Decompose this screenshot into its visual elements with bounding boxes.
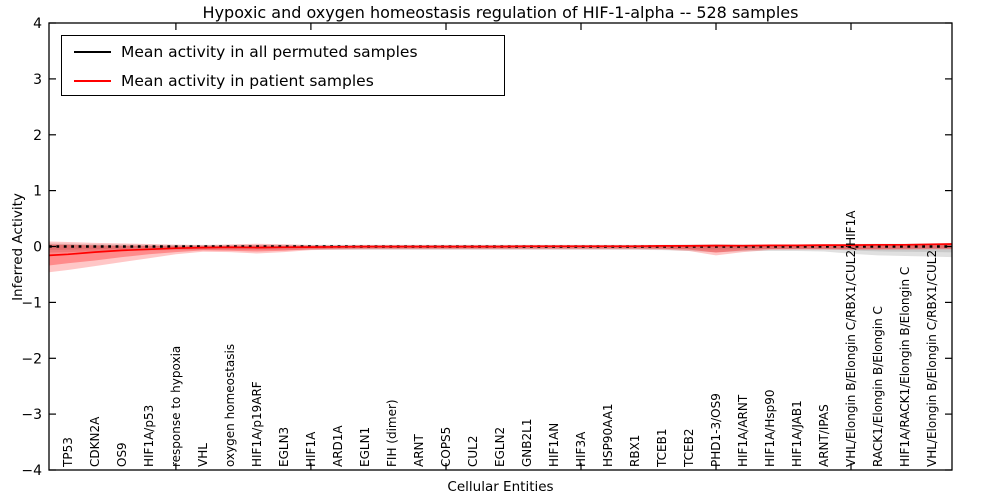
x-tick-label: TP53 xyxy=(61,437,75,468)
x-tick-label: TCEB2 xyxy=(682,429,696,468)
x-tick-label: VHL/Elongin B/Elongin C/RBX1/CUL2 xyxy=(925,250,939,467)
legend-item-label: Mean activity in patient samples xyxy=(121,72,374,90)
legend-item-label: Mean activity in all permuted samples xyxy=(121,43,418,61)
x-tick-label: EGLN2 xyxy=(493,427,507,467)
x-tick-label: COPS5 xyxy=(439,427,453,467)
x-tick-label: TCEB1 xyxy=(655,429,669,468)
x-tick-label: ARD1A xyxy=(331,425,345,467)
x-tick-label: CUL2 xyxy=(466,436,480,467)
x-tick-label: RACK1/Elongin B/Elongin C xyxy=(871,306,885,467)
x-tick-label: VHL/Elongin B/Elongin C/RBX1/CUL2/HIF1A xyxy=(844,210,858,467)
x-tick-label: ARNT/IPAS xyxy=(817,404,831,467)
x-tick-label: HSP90AA1 xyxy=(601,403,615,467)
x-tick-label: HIF1AN xyxy=(547,423,561,467)
x-tick-label: HIF1A/p53 xyxy=(142,405,156,467)
y-tick-label: −1 xyxy=(21,295,42,311)
x-tick-label: response to hypoxia xyxy=(169,346,183,467)
band-patient-envelope-inner xyxy=(49,244,952,266)
x-tick-label: HIF1A/ARNT xyxy=(736,394,750,467)
x-tick-label: ARNT xyxy=(412,433,426,467)
chart-title: Hypoxic and oxygen homeostasis regulatio… xyxy=(202,3,799,22)
y-tick-label: 1 xyxy=(33,184,42,200)
x-tick-label: OS9 xyxy=(115,442,129,467)
legend-line-swatch-black xyxy=(74,51,111,53)
x-tick-label: HIF3A xyxy=(574,431,588,467)
y-axis-label: Inferred Activity xyxy=(10,193,26,301)
y-tick-label: −2 xyxy=(21,351,42,367)
y-tick-label: 0 xyxy=(33,240,42,256)
y-tick-label: −4 xyxy=(21,463,42,479)
legend-item-patient: Mean activity in patient samples xyxy=(62,66,374,96)
x-tick-label: oxygen homeostasis xyxy=(223,344,237,467)
x-tick-label: GNB2L1 xyxy=(520,419,534,467)
legend-line-swatch-red xyxy=(74,80,111,82)
y-tick-label: 2 xyxy=(33,128,42,144)
x-tick-label: HIF1A/JAB1 xyxy=(790,400,804,467)
x-axis-label: Cellular Entities xyxy=(447,479,554,495)
x-tick-label: CDKN2A xyxy=(88,416,102,467)
x-tick-label: EGLN1 xyxy=(358,427,372,467)
x-tick-label: HIF1A/RACK1/Elongin B/Elongin C xyxy=(898,267,912,467)
band-patient-envelope-outer xyxy=(49,241,952,273)
x-tick-label: PHD1-3/OS9 xyxy=(709,393,723,467)
x-tick-label: EGLN3 xyxy=(277,427,291,467)
x-tick-label: HIF1A/Hsp90 xyxy=(763,389,777,467)
series-line-1 xyxy=(48,243,953,257)
x-tick-label: VHL xyxy=(196,443,210,467)
legend-item-permuted: Mean activity in all permuted samples xyxy=(62,37,418,67)
x-tick-label: HIF1A xyxy=(304,431,318,467)
y-tick-label: −3 xyxy=(21,407,42,423)
x-tick-label: FIH (dimer) xyxy=(385,399,399,467)
y-tick-label: 4 xyxy=(33,16,42,32)
x-tick-label: RBX1 xyxy=(628,435,642,467)
legend: Mean activity in all permuted samples Me… xyxy=(61,35,505,96)
x-tick-label: HIF1A/p19ARF xyxy=(250,381,264,467)
y-tick-label: 3 xyxy=(33,72,42,88)
